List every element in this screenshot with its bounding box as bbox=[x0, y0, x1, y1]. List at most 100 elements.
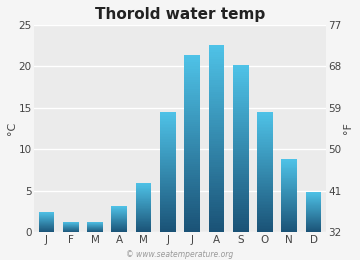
Bar bbox=[136, 226, 152, 227]
Bar bbox=[233, 230, 248, 232]
Bar bbox=[257, 157, 273, 159]
Bar bbox=[160, 228, 176, 230]
Bar bbox=[160, 150, 176, 151]
Bar bbox=[233, 176, 248, 178]
Bar bbox=[160, 136, 176, 138]
Bar bbox=[184, 222, 200, 224]
Bar bbox=[233, 195, 248, 197]
Bar bbox=[112, 221, 127, 222]
Bar bbox=[208, 139, 224, 141]
Bar bbox=[184, 80, 200, 82]
Bar bbox=[282, 165, 297, 166]
Bar bbox=[112, 223, 127, 224]
Bar bbox=[136, 187, 152, 188]
Bar bbox=[257, 183, 273, 184]
Bar bbox=[160, 134, 176, 136]
Bar bbox=[282, 219, 297, 220]
Bar bbox=[208, 225, 224, 228]
Bar bbox=[136, 220, 152, 221]
Bar bbox=[282, 225, 297, 226]
Bar bbox=[306, 214, 321, 215]
Bar bbox=[282, 210, 297, 211]
Bar bbox=[257, 168, 273, 169]
Bar bbox=[257, 195, 273, 196]
Bar bbox=[233, 166, 248, 168]
Bar bbox=[257, 186, 273, 187]
Bar bbox=[184, 188, 200, 190]
Bar bbox=[136, 230, 152, 231]
Bar bbox=[282, 163, 297, 164]
Bar bbox=[136, 196, 152, 197]
Bar bbox=[233, 159, 248, 161]
Bar bbox=[233, 136, 248, 138]
Bar bbox=[282, 222, 297, 223]
Bar bbox=[184, 113, 200, 115]
Bar bbox=[136, 221, 152, 222]
Bar bbox=[208, 111, 224, 113]
Bar bbox=[160, 165, 176, 166]
Bar bbox=[306, 197, 321, 198]
Bar bbox=[136, 193, 152, 194]
Bar bbox=[208, 141, 224, 144]
Bar bbox=[136, 214, 152, 215]
Bar bbox=[282, 199, 297, 200]
Bar bbox=[208, 211, 224, 214]
Bar bbox=[160, 113, 176, 115]
Bar bbox=[184, 82, 200, 84]
Bar bbox=[208, 85, 224, 87]
Bar bbox=[136, 222, 152, 223]
Bar bbox=[184, 226, 200, 228]
Bar bbox=[233, 147, 248, 149]
Bar bbox=[184, 146, 200, 148]
Bar bbox=[233, 172, 248, 174]
Bar bbox=[306, 215, 321, 216]
Bar bbox=[282, 191, 297, 192]
Bar bbox=[233, 86, 248, 88]
Bar bbox=[160, 132, 176, 133]
Bar bbox=[233, 174, 248, 176]
Bar bbox=[306, 208, 321, 209]
Bar bbox=[233, 126, 248, 128]
Bar bbox=[160, 145, 176, 147]
Bar bbox=[282, 174, 297, 175]
Bar bbox=[257, 124, 273, 125]
Bar bbox=[282, 166, 297, 167]
Bar bbox=[136, 219, 152, 220]
Bar bbox=[257, 147, 273, 148]
Bar bbox=[208, 92, 224, 94]
Bar bbox=[257, 210, 273, 211]
Bar bbox=[233, 101, 248, 103]
Bar bbox=[208, 52, 224, 55]
Bar bbox=[282, 190, 297, 191]
Bar bbox=[160, 225, 176, 226]
Bar bbox=[184, 57, 200, 60]
Bar bbox=[306, 231, 321, 232]
Bar bbox=[257, 187, 273, 189]
Bar bbox=[136, 185, 152, 186]
Bar bbox=[282, 198, 297, 199]
Bar bbox=[257, 138, 273, 139]
Bar bbox=[306, 203, 321, 204]
Bar bbox=[306, 200, 321, 201]
Bar bbox=[233, 105, 248, 107]
Bar bbox=[208, 99, 224, 101]
Bar bbox=[184, 55, 200, 57]
Bar bbox=[184, 69, 200, 71]
Bar bbox=[160, 160, 176, 162]
Bar bbox=[136, 225, 152, 226]
Bar bbox=[160, 138, 176, 139]
Bar bbox=[257, 204, 273, 205]
Bar bbox=[233, 67, 248, 69]
Bar bbox=[282, 205, 297, 206]
Bar bbox=[257, 136, 273, 138]
Bar bbox=[136, 211, 152, 212]
Bar bbox=[306, 195, 321, 196]
Bar bbox=[282, 216, 297, 217]
Bar bbox=[282, 200, 297, 201]
Bar bbox=[184, 159, 200, 162]
Bar bbox=[208, 55, 224, 57]
Bar bbox=[184, 102, 200, 104]
Bar bbox=[160, 187, 176, 189]
Bar bbox=[184, 224, 200, 226]
Bar bbox=[160, 151, 176, 153]
